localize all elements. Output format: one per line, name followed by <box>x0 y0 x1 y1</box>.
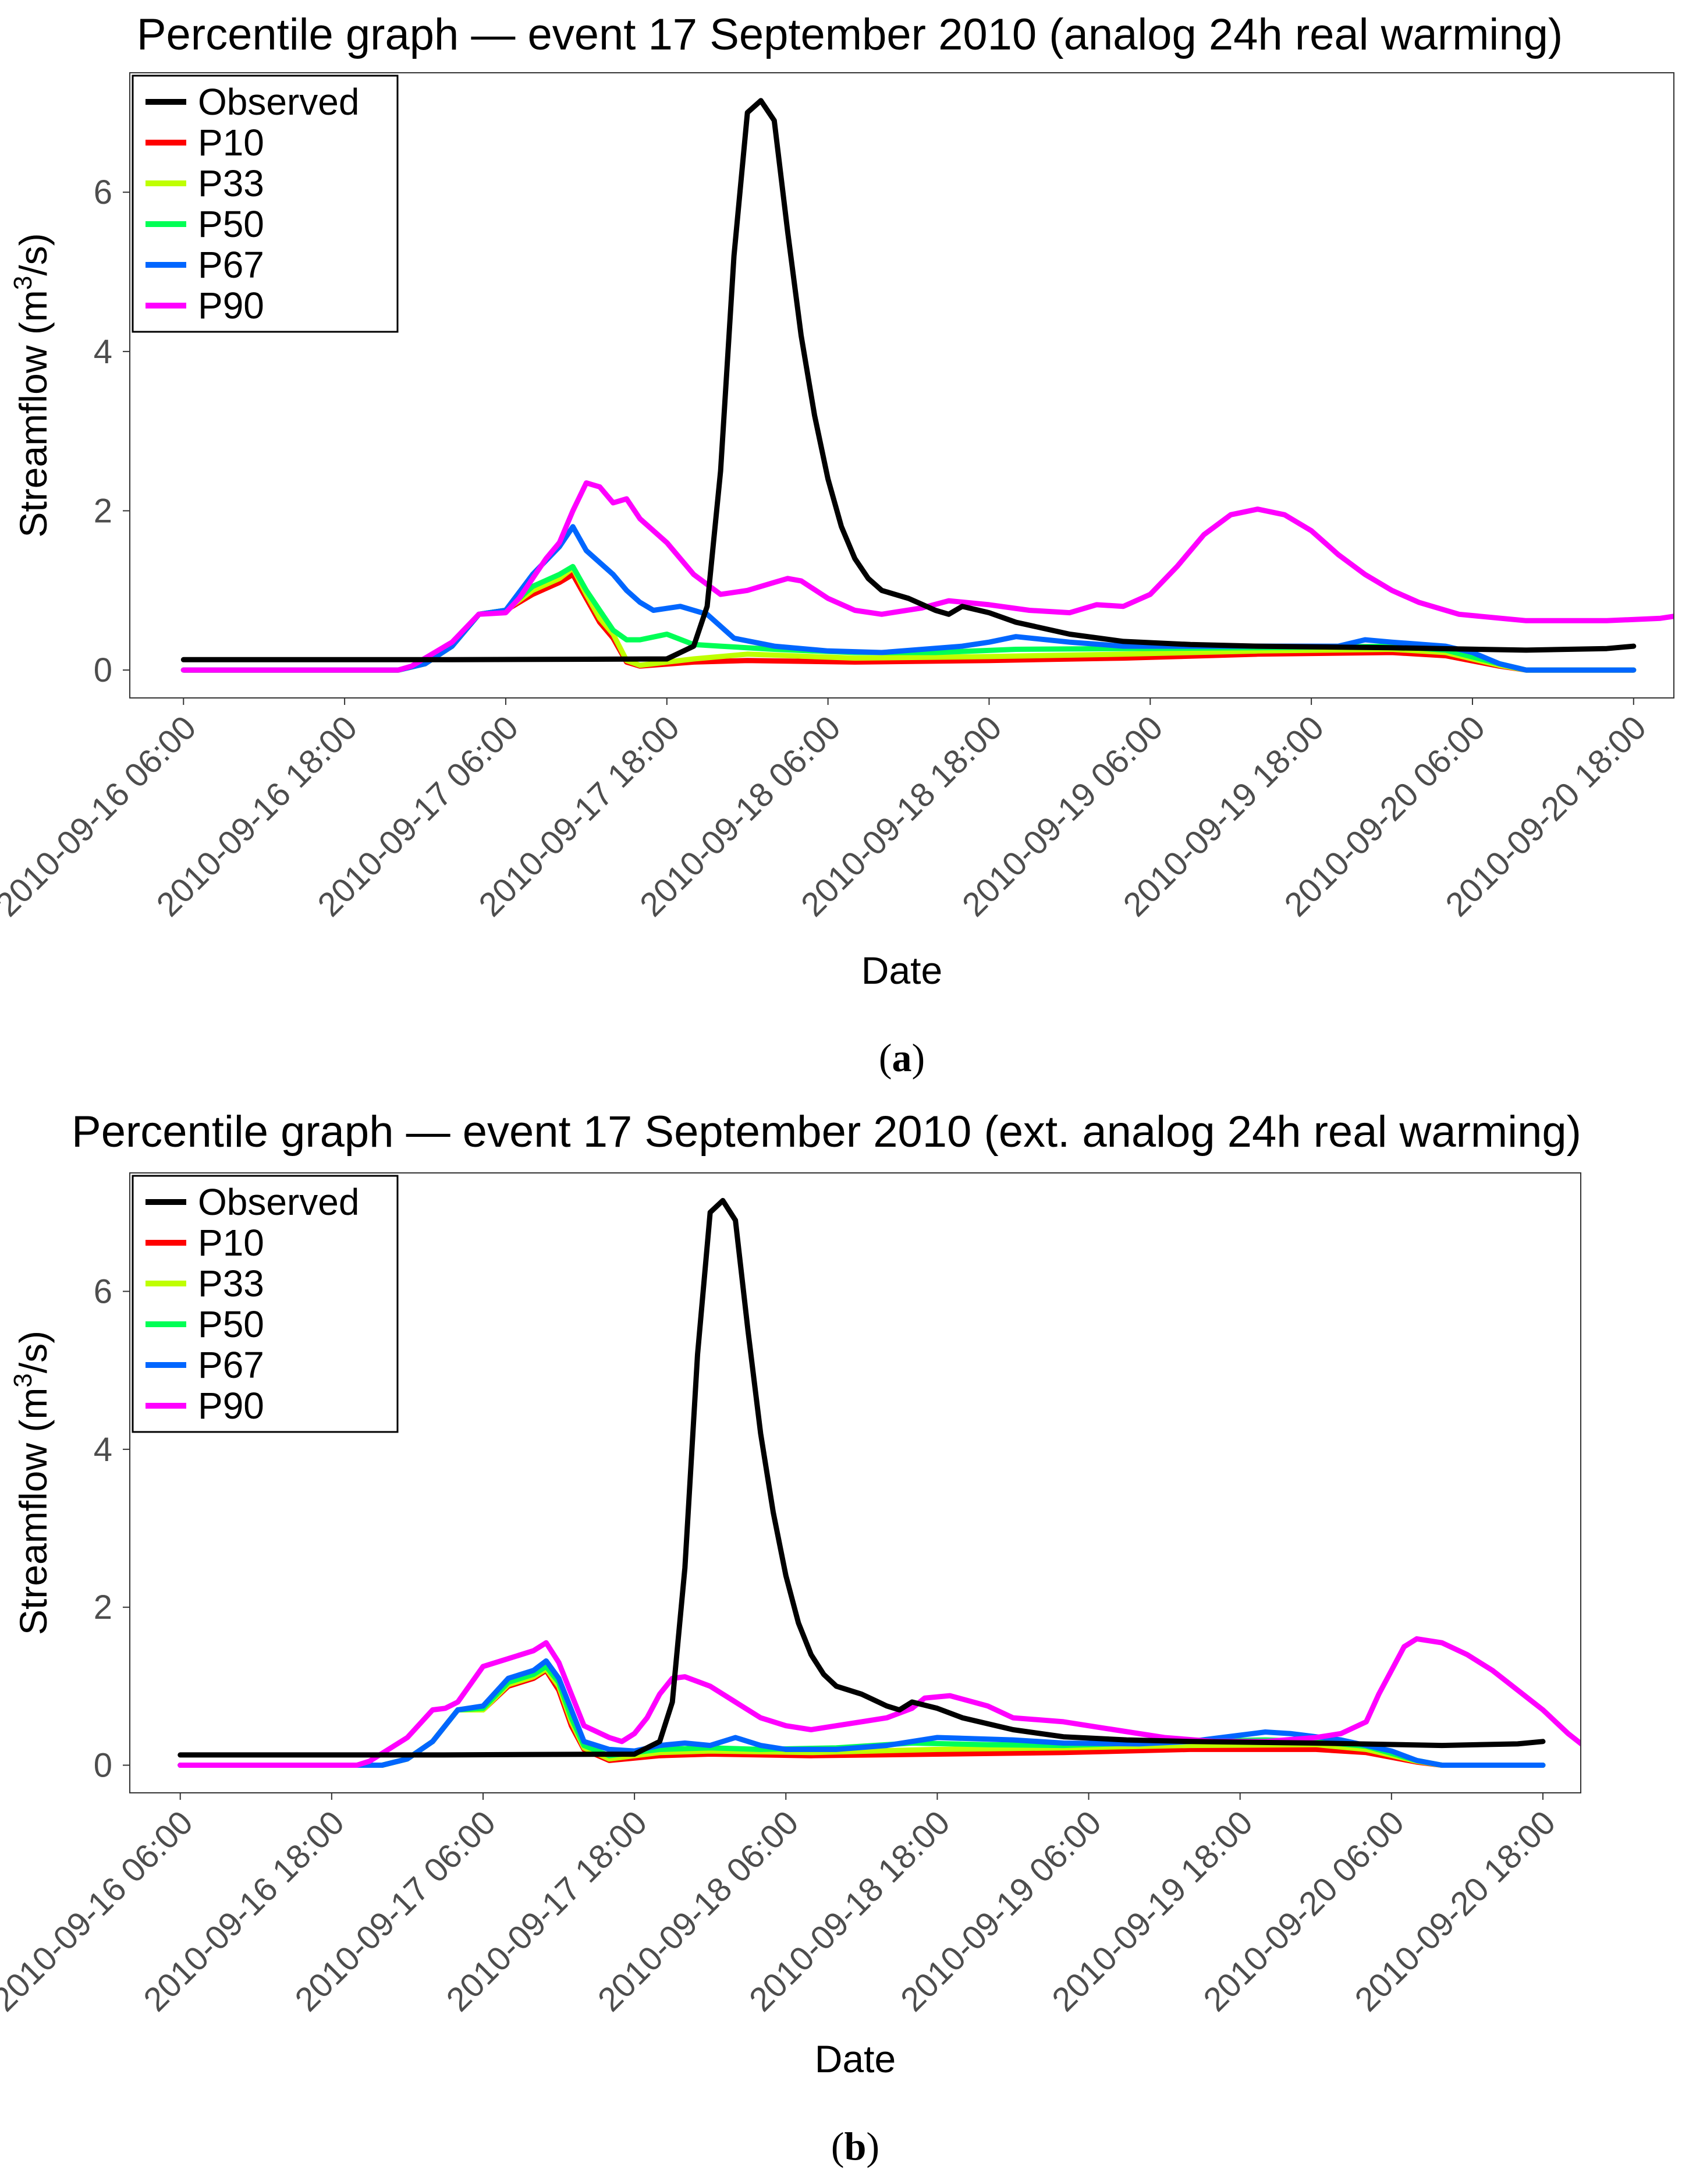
panel-caption: (b) <box>831 2124 879 2168</box>
series-line-observed <box>178 1198 1546 1758</box>
series-line-p67 <box>180 524 1637 673</box>
legend-label: P50 <box>198 203 264 245</box>
legend-label: P67 <box>198 1344 264 1386</box>
series-group <box>180 98 1673 673</box>
y-tick-label: 0 <box>94 1747 112 1785</box>
legend-label: P90 <box>198 1385 264 1427</box>
legend-label: Observed <box>198 1181 359 1223</box>
legend-label: P10 <box>198 1222 264 1264</box>
series-line-p67 <box>178 1658 1546 1768</box>
legend-box <box>132 1175 399 1433</box>
series-line-p90 <box>178 1636 1580 1768</box>
series-line-p90 <box>180 480 1673 673</box>
legend-box <box>132 75 399 333</box>
y-tick-label: 0 <box>94 651 112 689</box>
chart-title: Percentile graph — event 17 September 20… <box>137 10 1563 59</box>
series-line-observed <box>180 98 1637 662</box>
x-axis-label: Date <box>815 2037 896 2080</box>
y-axis-label: Streamflow (m3/s) <box>9 233 55 537</box>
y-tick-label: 2 <box>94 492 112 530</box>
chart-b: Percentile graph — event 17 September 20… <box>0 1107 1581 2168</box>
legend-label: P33 <box>198 162 264 204</box>
legend-label: P90 <box>198 285 264 327</box>
legend-label: P33 <box>198 1263 264 1304</box>
panel-a: Percentile graph — event 17 September 20… <box>0 10 1674 1080</box>
y-tick-label: 6 <box>94 173 112 211</box>
chart-a: Percentile graph — event 17 September 20… <box>0 10 1674 1080</box>
series-group <box>178 1198 1580 1768</box>
panel-caption: (a) <box>879 1036 925 1080</box>
legend-label: P67 <box>198 244 264 286</box>
chart-title: Percentile graph — event 17 September 20… <box>72 1107 1581 1157</box>
legend-label: P50 <box>198 1303 264 1345</box>
y-tick-label: 4 <box>94 1431 112 1469</box>
legend-label: Observed <box>198 81 359 123</box>
y-tick-label: 2 <box>94 1589 112 1626</box>
y-tick-label: 6 <box>94 1273 112 1311</box>
panel-b: Percentile graph — event 17 September 20… <box>0 1094 1689 2184</box>
legend-label: P10 <box>198 122 264 164</box>
y-tick-label: 4 <box>94 333 112 371</box>
x-axis-label: Date <box>861 949 942 992</box>
y-axis-label: Streamflow (m3/s) <box>9 1331 55 1635</box>
